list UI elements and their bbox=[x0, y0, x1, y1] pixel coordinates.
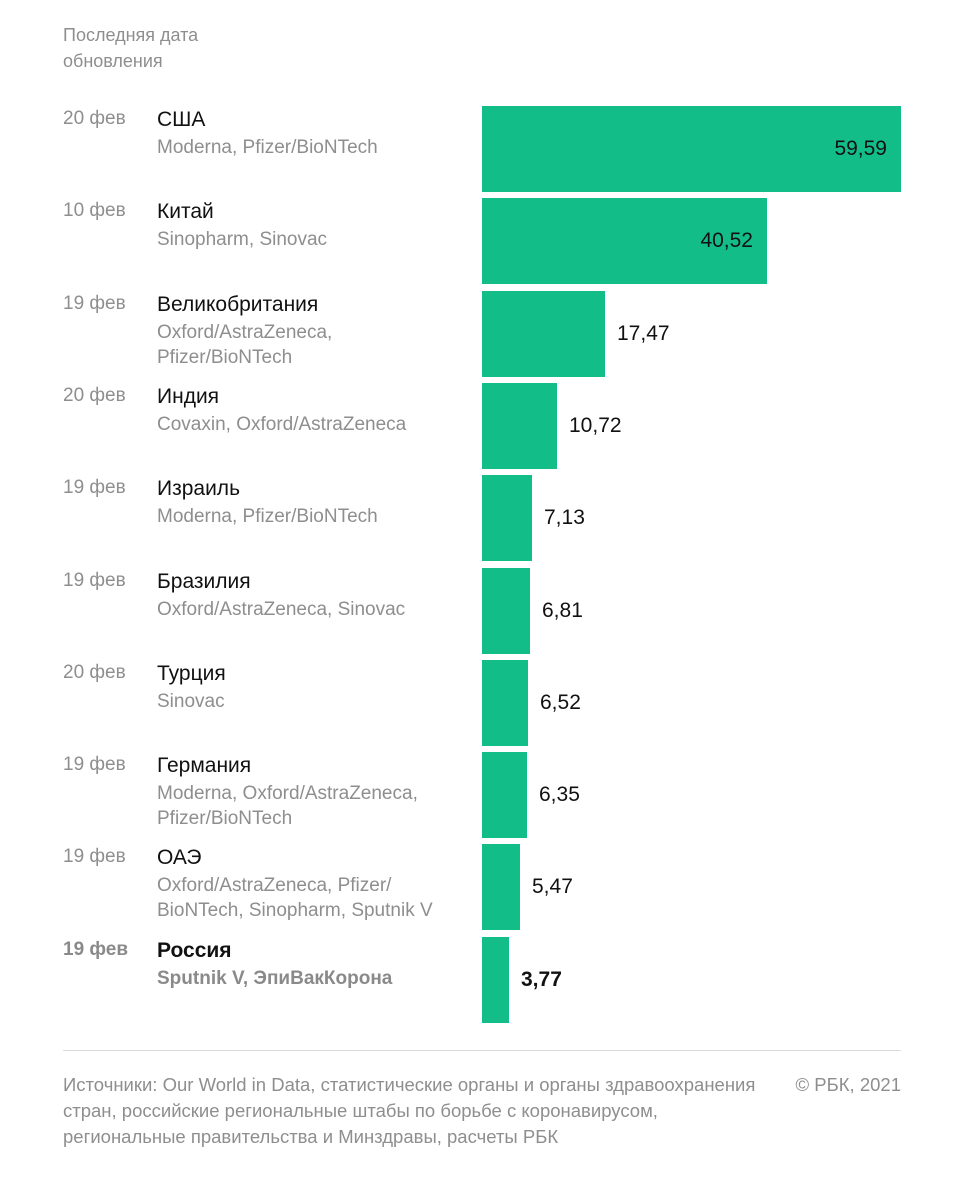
row-vaccines: Sinovac bbox=[157, 690, 225, 712]
row-country: ОАЭ bbox=[157, 846, 202, 870]
row-date: 10 фев bbox=[63, 200, 126, 222]
row-country: Индия bbox=[157, 384, 220, 408]
row-country: Великобритания bbox=[157, 292, 319, 316]
copyright: © РБК, 2021 bbox=[795, 1074, 901, 1095]
bar-value-label: 6,35 bbox=[539, 783, 580, 807]
bar-value-label: 10,72 bbox=[569, 413, 622, 437]
row-vaccines: Moderna, Pfizer/BioNTech bbox=[157, 506, 378, 528]
chart-row: 10 фев Китай Sinopharm, Sinovac 40,52 bbox=[0, 198, 959, 285]
row-vaccines: Oxford/AstraZeneca, Pfizer/BioNTech bbox=[157, 321, 333, 368]
row-country: Израиль bbox=[157, 477, 241, 501]
row-date: 19 фев bbox=[63, 292, 126, 314]
row-vaccines: Moderna, Oxford/AstraZeneca, Pfizer/BioN… bbox=[157, 783, 418, 830]
bar bbox=[482, 752, 527, 839]
row-country: США bbox=[157, 108, 206, 131]
row-country: Германия bbox=[157, 754, 252, 778]
bar bbox=[482, 936, 509, 1023]
footer-divider bbox=[63, 1050, 901, 1051]
row-date: 20 фев bbox=[63, 661, 126, 683]
row-date: 20 фев bbox=[63, 108, 126, 129]
row-date: 19 фев bbox=[63, 569, 126, 591]
bar bbox=[482, 290, 605, 377]
date-column-header: Последняя дата обновления bbox=[63, 25, 199, 71]
bar bbox=[482, 475, 532, 562]
row-date: 19 фев bbox=[63, 754, 126, 776]
bar-value-label: 6,52 bbox=[540, 690, 581, 714]
row-vaccines: Sputnik V, ЭпиВакКорона bbox=[157, 967, 393, 989]
bar bbox=[482, 844, 520, 931]
chart-row: 19 фев Израиль Moderna, Pfizer/BioNTech 7,1… bbox=[0, 475, 959, 562]
chart-row: 19 фев Германия Moderna, Oxford/AstraZenec… bbox=[0, 752, 959, 839]
bar bbox=[482, 659, 528, 746]
bar-value-label: 59,59 bbox=[834, 137, 887, 160]
bar bbox=[482, 198, 767, 285]
sources-note: Источники: Our World in Data, статистиче… bbox=[63, 1074, 756, 1147]
row-date: 19 фев bbox=[63, 846, 126, 868]
chart-row: 20 фев Турция Sinovac 6,52 bbox=[0, 659, 959, 746]
row-vaccines: Covaxin, Oxford/AstraZeneca bbox=[157, 413, 407, 435]
bar bbox=[482, 567, 530, 654]
chart-row: 19 фев Великобритания Oxford/AstraZeneca, … bbox=[0, 290, 959, 377]
bar-value-label: 7,13 bbox=[544, 506, 585, 530]
chart-row: 19 фев Бразилия Oxford/AstraZeneca, Sinova… bbox=[0, 567, 959, 654]
chart-row: 20 фев Индия Covaxin, Oxford/AstraZeneca 10… bbox=[0, 382, 959, 469]
row-country: Китай bbox=[157, 200, 214, 224]
row-date: 19 фев bbox=[63, 938, 129, 960]
row-vaccines: Oxford/AstraZeneca, Sinovac bbox=[157, 598, 406, 620]
chart-row: 19 фев ОАЭ Oxford/AstraZeneca, Pfizer/ Bio… bbox=[0, 844, 959, 931]
row-country: Бразилия bbox=[157, 569, 251, 593]
bar bbox=[482, 382, 557, 469]
row-vaccines: Sinopharm, Sinovac bbox=[157, 229, 328, 251]
row-country: Турция bbox=[157, 661, 226, 685]
row-date: 20 фев bbox=[63, 384, 126, 406]
row-vaccines: Oxford/AstraZeneca, Pfizer/ BioNTech, Si… bbox=[157, 875, 433, 922]
row-date: 19 фев bbox=[63, 477, 126, 499]
bar-value-label: 5,47 bbox=[532, 875, 573, 899]
chart-row: 19 фев Россия Sputnik V, ЭпиВакКорона 3,77 bbox=[0, 936, 959, 1023]
bar-value-label: 3,77 bbox=[521, 967, 562, 991]
row-vaccines: Moderna, Pfizer/BioNTech bbox=[157, 137, 378, 158]
bar-value-label: 17,47 bbox=[617, 321, 670, 345]
chart-row: 20 фев США Moderna, Pfizer/BioNTech 59,59 bbox=[0, 106, 959, 192]
bar-value-label: 6,81 bbox=[542, 598, 583, 622]
row-country: Россия bbox=[157, 938, 232, 962]
bar bbox=[482, 106, 901, 192]
bar-value-label: 40,52 bbox=[700, 229, 753, 253]
